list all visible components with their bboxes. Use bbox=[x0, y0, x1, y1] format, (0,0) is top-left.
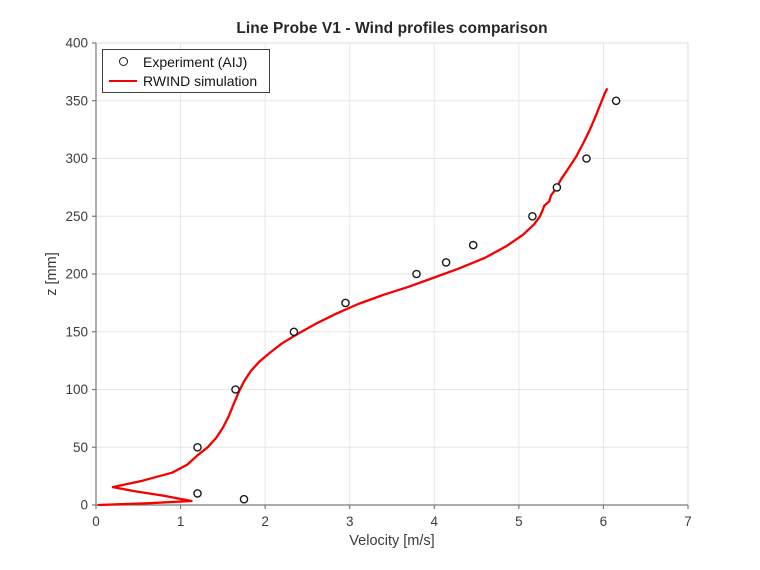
x-tick-label: 5 bbox=[515, 514, 523, 529]
experiment-data-point bbox=[289, 327, 299, 337]
experiment-data-point bbox=[231, 385, 240, 394]
rwind-simulation-curve bbox=[97, 88, 608, 507]
x-tick-label: 4 bbox=[431, 514, 439, 529]
x-axis-label: Velocity [m/s] bbox=[349, 533, 435, 549]
experiment-data-point bbox=[611, 96, 621, 106]
y-tick-label: 350 bbox=[65, 93, 88, 108]
open-circle-marker-icon bbox=[118, 57, 128, 66]
legend-marker-cell bbox=[107, 57, 139, 66]
y-tick-label: 250 bbox=[65, 209, 88, 224]
y-tick-label: 0 bbox=[80, 498, 88, 513]
chart-title: Line Probe V1 - Wind profiles comparison bbox=[236, 20, 548, 37]
y-tick-label: 100 bbox=[65, 382, 88, 397]
experiment-data-point bbox=[341, 298, 350, 308]
x-tick-label: 2 bbox=[261, 514, 269, 529]
y-tick-label: 200 bbox=[65, 267, 88, 282]
x-tick-label: 7 bbox=[684, 514, 692, 529]
y-tick-label: 300 bbox=[65, 151, 88, 166]
experiment-data-point bbox=[193, 442, 202, 452]
legend-item-simulation: RWIND simulation bbox=[107, 71, 257, 90]
legend-label-simulation: RWIND simulation bbox=[143, 72, 258, 89]
experiment-data-point bbox=[582, 154, 591, 163]
x-tick-label: 0 bbox=[92, 514, 100, 529]
experiment-data-point bbox=[468, 240, 478, 250]
data-series bbox=[97, 88, 621, 507]
line-marker-icon bbox=[109, 79, 137, 82]
legend: Experiment (AIJ) RWIND simulation bbox=[102, 49, 271, 93]
grid-lines bbox=[96, 42, 689, 505]
y-axis-label: z [mm] bbox=[44, 252, 60, 296]
experiment-data-point bbox=[552, 183, 562, 192]
tick-labels: 0 1 2 3 4 5 6 7 0 50 100 150 200 250 300 350 400 bbox=[65, 36, 691, 530]
experiment-data-point bbox=[239, 494, 249, 504]
y-tick-label: 400 bbox=[65, 36, 88, 51]
y-tick-label: 150 bbox=[65, 324, 88, 339]
experiment-data-point bbox=[441, 258, 451, 267]
experiment-data-point bbox=[193, 489, 202, 498]
y-tick-label: 50 bbox=[73, 440, 88, 455]
axis-ticks bbox=[92, 42, 689, 509]
x-tick-label: 6 bbox=[600, 514, 608, 529]
x-tick-label: 3 bbox=[346, 514, 354, 529]
experiment-data-point bbox=[528, 211, 537, 221]
x-tick-label: 1 bbox=[177, 514, 185, 529]
legend-label-experiment: Experiment (AIJ) bbox=[143, 53, 248, 70]
legend-marker-cell bbox=[107, 79, 139, 82]
legend-item-experiment: Experiment (AIJ) bbox=[107, 52, 257, 71]
experiment-data-point bbox=[412, 269, 421, 279]
